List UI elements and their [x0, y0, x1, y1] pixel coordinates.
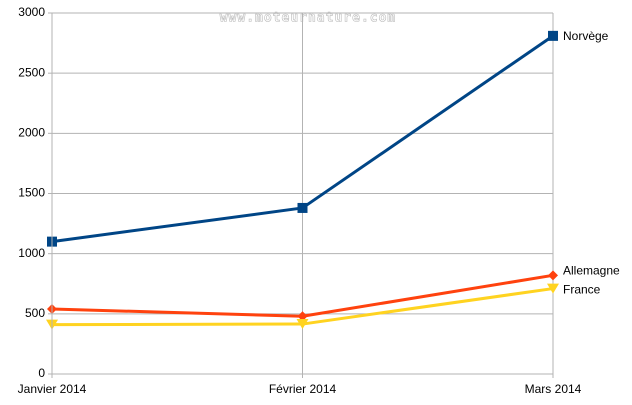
marker: [548, 30, 558, 41]
marker: [297, 202, 308, 213]
x-tick-label: Mars 2014: [525, 382, 582, 396]
marker: [547, 283, 559, 294]
x-tick-label: Janvier 2014: [18, 382, 87, 396]
marker: [297, 311, 308, 322]
y-tick-label: 0: [38, 366, 45, 380]
marker: [548, 270, 558, 281]
y-tick-label: 1500: [18, 186, 45, 200]
marker: [296, 319, 309, 330]
x-tick-label: Février 2014: [269, 382, 337, 396]
series-label: Norvège: [563, 29, 609, 43]
y-tick-label: 2500: [18, 65, 45, 79]
series-label: France: [563, 283, 601, 297]
series-label: Allemagne: [563, 263, 620, 277]
watermark: www.moteurnature.com: [220, 11, 397, 26]
y-tick-label: 2000: [18, 126, 45, 140]
y-tick-label: 500: [25, 306, 45, 320]
y-tick-label: 3000: [18, 5, 45, 19]
y-tick-label: 1000: [18, 246, 45, 260]
